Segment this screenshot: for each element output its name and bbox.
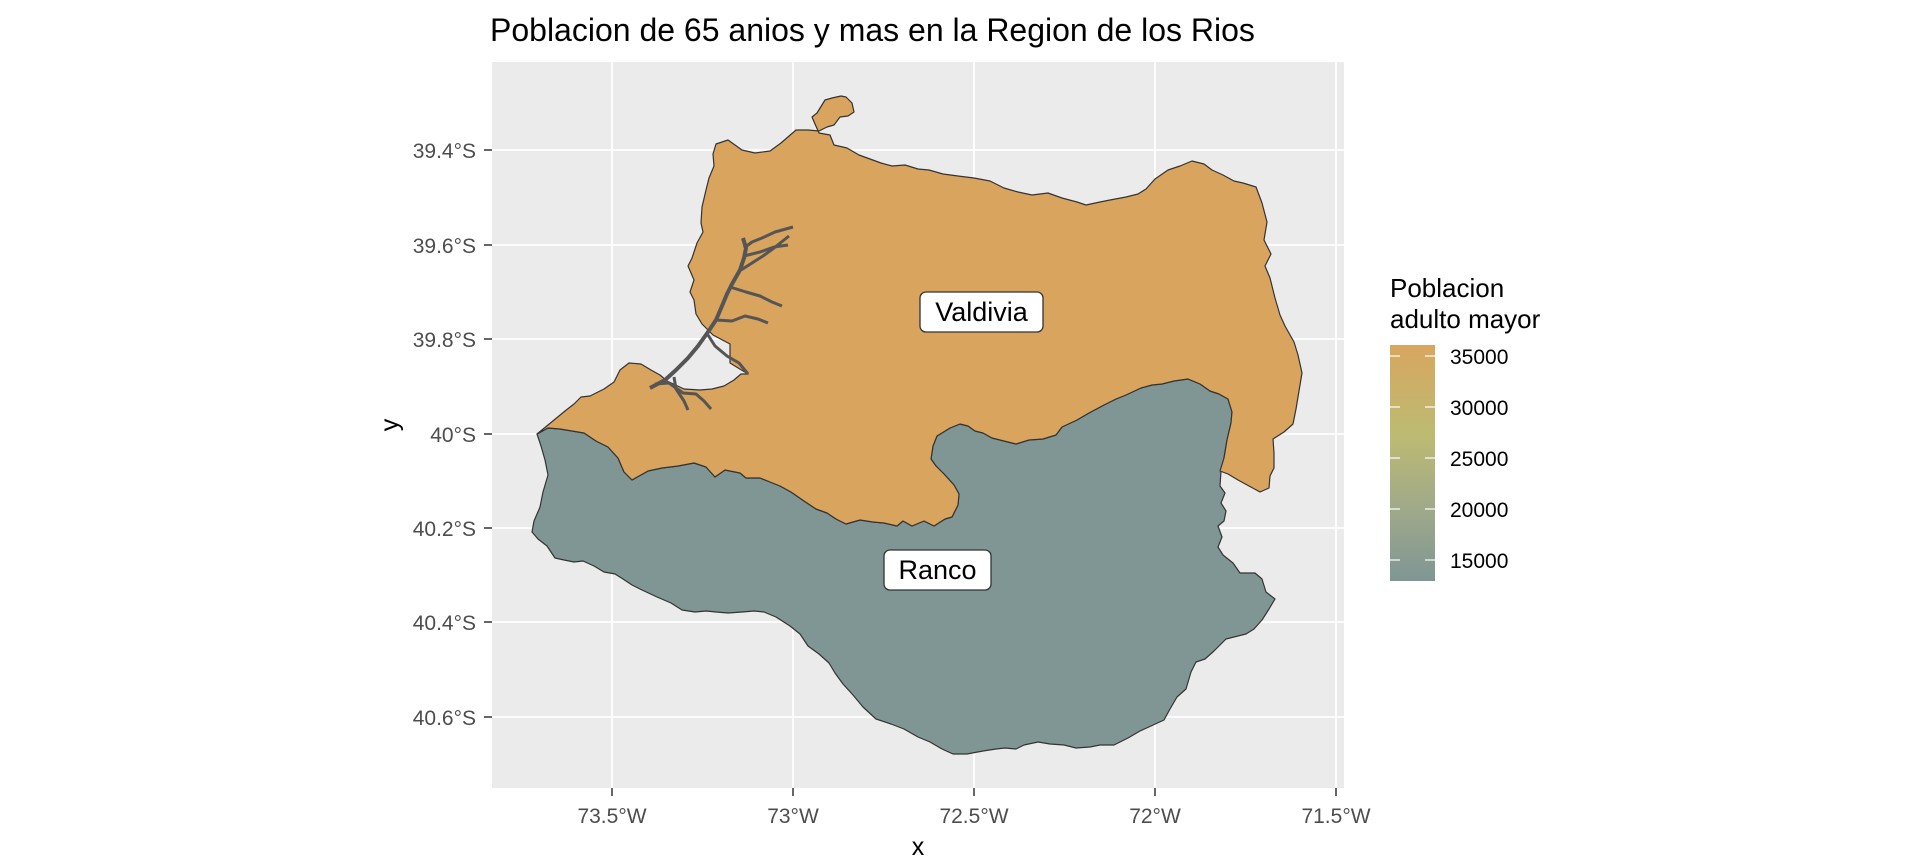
y-tick-label: 39.6°S	[413, 235, 476, 258]
ranco-label: Ranco	[898, 555, 976, 585]
valdivia-label-background	[919, 291, 1044, 333]
x-tick-label: 73°W	[767, 805, 819, 828]
legend-title-line-1: Poblacion	[1390, 273, 1504, 303]
y-tick-label: 39.8°S	[413, 329, 476, 352]
x-tick-label: 72.5°W	[939, 805, 1008, 828]
legend-label: 20000	[1450, 499, 1508, 522]
y-axis-ticks	[484, 149, 492, 718]
valdivia-river-branch	[743, 243, 789, 258]
y-axis: 39.4°S 39.6°S 39.8°S 40°S 40.2°S 40.4°S …	[376, 140, 492, 730]
y-tick-label: 40.4°S	[413, 612, 476, 635]
y-tick-label: 40.6°S	[413, 707, 476, 730]
legend-tick-marks	[1390, 355, 1435, 561]
valdivia-river-branch	[743, 225, 794, 250]
y-tick-label: 40°S	[430, 424, 476, 447]
legend-label: 30000	[1450, 397, 1508, 420]
valdivia-river-channel	[649, 237, 748, 390]
legend-label: 15000	[1450, 550, 1508, 573]
valdivia-river-branch	[654, 381, 713, 410]
y-tick-label: 39.4°S	[413, 140, 476, 163]
ranco-label-box: Ranco	[883, 549, 992, 591]
x-axis-title: x	[912, 833, 925, 861]
x-tick-label: 71.5°W	[1301, 805, 1370, 828]
x-tick-label: 72°W	[1129, 805, 1181, 828]
valdivia-label-box: Valdivia	[919, 291, 1044, 333]
chart-title: Poblacion de 65 anios y mas en la Region…	[490, 12, 1255, 48]
y-tick-label: 40.2°S	[413, 518, 476, 541]
valdivia-river-branch	[740, 234, 790, 272]
plot-panel: Valdivia Ranco	[492, 62, 1344, 788]
valdivia-river-branch	[672, 376, 690, 411]
ranco-label-background	[883, 549, 992, 591]
x-axis-ticks	[611, 788, 1337, 796]
x-tick-label: 73.5°W	[577, 805, 646, 828]
legend-label: 35000	[1450, 346, 1508, 369]
legend: Poblacion adulto mayor 35000 30000 25000…	[1390, 273, 1541, 581]
valdivia-river-branch	[706, 334, 750, 375]
valdivia-river-branch	[715, 314, 769, 325]
y-axis-title: y	[376, 418, 404, 431]
valdivia-river-branch	[729, 285, 783, 308]
x-axis: 73.5°W 73°W 72.5°W 72°W 71.5°W x	[577, 788, 1371, 861]
legend-label: 25000	[1450, 448, 1508, 471]
valdivia-label: Valdivia	[935, 297, 1029, 327]
legend-color-bar	[1390, 345, 1435, 581]
legend-title-line-2: adulto mayor	[1390, 304, 1541, 334]
